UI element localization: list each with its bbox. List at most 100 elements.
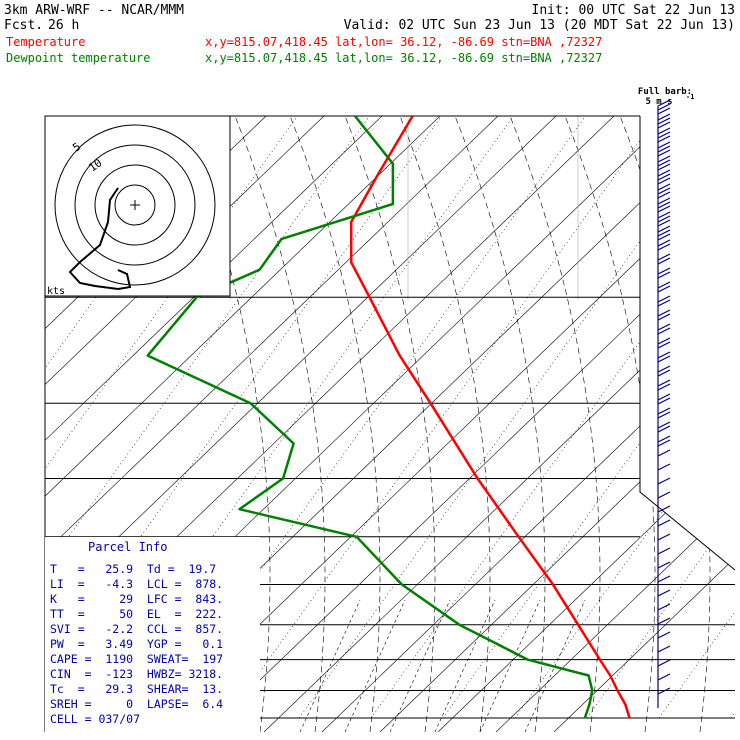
init-time: Init: 00 UTC Sat 22 Jun 13	[532, 3, 736, 18]
wind-barb-flag	[657, 131, 671, 139]
dewpoint-label: Dewpoint temperature	[6, 51, 151, 65]
barb-legend-line1: Full barb:	[638, 87, 692, 97]
wind-barb-flag	[657, 561, 671, 569]
wind-barb-flag	[657, 271, 671, 279]
parcel-info-row: CELL = 037/07	[50, 712, 140, 726]
temperature-profile	[349, 116, 631, 719]
wind-barb-flag	[657, 425, 671, 433]
dry-adiabat-line	[553, 116, 735, 732]
model-title: 3km ARW-WRF -- NCAR/MMM	[4, 3, 184, 18]
wind-barb-flag	[657, 383, 671, 391]
wind-barb-flag	[657, 421, 671, 429]
wind-barb-flag	[657, 239, 671, 247]
wind-barb-flag	[657, 477, 671, 485]
wind-barb-flag	[657, 491, 671, 499]
wind-barb-flag	[657, 281, 671, 289]
wind-barb-flag	[657, 411, 671, 419]
wind-barb-flag	[657, 309, 671, 317]
wind-barb-flag	[657, 617, 671, 625]
wind-barb-flag	[657, 323, 671, 331]
isotherm-line	[658, 116, 735, 719]
wind-barb-flag	[657, 113, 671, 121]
wind-barb-flag	[657, 99, 671, 107]
wind-barb-flag	[657, 187, 671, 195]
wind-barb-flag	[657, 365, 671, 373]
isotherm-line	[154, 116, 586, 719]
isotherm-line	[226, 116, 658, 719]
dry-adiabat-line	[45, 116, 499, 732]
parcel-info-row: K = 29 LFC = 843.	[50, 592, 223, 606]
wind-barb-flag	[657, 177, 671, 185]
hodograph: 5 10 kts	[44, 115, 231, 297]
moist-adiabat-line	[454, 116, 546, 732]
hodograph-ring-label-10: 10	[86, 156, 104, 174]
mixing-ratio-line	[479, 599, 541, 732]
wind-barb-flag	[657, 295, 671, 303]
parcel-info-row: TT = 50 EL = 222.	[50, 607, 223, 621]
wind-barb-flag	[657, 135, 671, 143]
moist-adiabat-line	[234, 116, 326, 732]
wind-barb-flag	[657, 205, 671, 213]
isotherm-line	[514, 116, 735, 719]
wind-barb-flag	[657, 589, 671, 597]
wind-barbs	[657, 99, 671, 708]
wind-barb-flag	[657, 575, 671, 583]
mixing-ratio-line	[389, 599, 451, 732]
moist-adiabat-line	[509, 116, 601, 732]
parcel-info-row: LI = -4.3 LCL = 878.	[50, 577, 223, 591]
wind-barb-flag	[657, 163, 671, 171]
dry-adiabat-line	[321, 116, 735, 732]
isotherm-line	[370, 116, 735, 719]
wind-barb-flag	[657, 285, 671, 293]
wind-barb-flag	[657, 369, 671, 377]
dry-adiabat-line	[45, 116, 441, 732]
wind-barb-flag	[657, 183, 671, 191]
parcel-info-row: SREH = 0 LAPSE= 6.4	[50, 697, 223, 711]
wind-barb-flag	[657, 159, 671, 167]
barb-legend-sup: -1	[686, 93, 694, 101]
right-frame	[639, 116, 736, 571]
wind-barb-flag	[657, 519, 671, 527]
wind-barb-flag	[657, 393, 671, 401]
forecast-label: Fcst.	[4, 18, 43, 33]
dry-adiabat-line	[437, 116, 735, 732]
wind-barb-flag	[657, 169, 671, 177]
wind-barb-flag	[657, 379, 671, 387]
parcel-info-row: T = 25.9 Td = 19.7	[50, 562, 216, 576]
wind-barb-flag	[657, 337, 671, 345]
dewpoint-profile	[146, 116, 594, 719]
forecast-hour: 26 h	[48, 18, 79, 33]
wind-barb-flag	[657, 201, 671, 209]
dry-adiabat-line	[379, 116, 735, 732]
wind-barb-flag	[657, 211, 671, 219]
wind-barb-flag	[657, 197, 671, 205]
dry-adiabat-line	[205, 116, 735, 732]
wind-barb-flag	[657, 149, 671, 157]
mixing-ratio-line	[299, 599, 361, 732]
wind-barb-flag	[657, 299, 671, 307]
wind-barb-flag	[657, 645, 671, 653]
wind-barb-flag	[657, 145, 671, 153]
wind-barb-flag	[657, 449, 671, 457]
wind-barb-flag	[657, 435, 671, 443]
wind-barb-flag	[657, 341, 671, 349]
profile-lines	[146, 116, 631, 719]
wind-barb-flag	[657, 407, 671, 415]
wind-barb-flag	[657, 351, 671, 359]
wind-barb-flag	[657, 127, 671, 135]
moist-adiabat-line	[344, 116, 436, 732]
wind-barb-flag	[657, 463, 671, 471]
moist-adiabat-line	[289, 116, 381, 732]
isotherm-line	[586, 116, 735, 719]
wind-barb-flag	[657, 439, 671, 447]
parcel-info-panel: Parcel Info T = 25.9 Td = 19.7LI = -4.3 …	[45, 537, 260, 732]
wind-barb-flag	[657, 215, 671, 223]
wind-barb-flag	[657, 547, 671, 555]
wind-barb-flag	[657, 103, 671, 111]
wind-barb-flag	[657, 505, 671, 513]
wind-barb-flag	[657, 225, 671, 233]
dry-adiabat-line	[45, 116, 383, 732]
valid-time: Valid: 02 UTC Sun 23 Jun 13 (20 MDT Sat …	[344, 18, 735, 33]
moist-adiabat-line	[399, 116, 491, 732]
parcel-info-row: Tc = 29.3 SHEAR= 13.	[50, 682, 223, 696]
